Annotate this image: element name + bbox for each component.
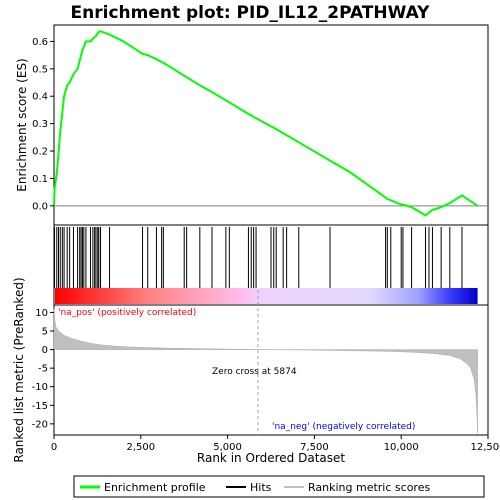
legend-label-hits: Hits	[250, 481, 272, 494]
y-tick-label-es-1: 0.1	[32, 174, 48, 185]
es-panel-frame	[53, 24, 489, 226]
enrichment-profile-line	[53, 30, 479, 217]
y-tick-label-es-0: 0.0	[32, 201, 48, 212]
y-tick-label-metric-4: -10	[32, 382, 48, 393]
y-tick-label-es-4: 0.4	[32, 92, 48, 103]
y-tick-label-es-2: 0.2	[32, 147, 48, 158]
axes-layer: 0 2,500 5,000 7,500 10,000 12,500 0.0 0.1 0.2 0.3…	[32, 37, 500, 453]
x-tick-label-2: 5,000	[213, 442, 242, 453]
legend: Enrichment profile Hits Ranking metric s…	[73, 475, 485, 498]
x-tick-label-5: 12,500	[471, 442, 500, 453]
metric-layer	[53, 290, 478, 435]
y-tick-label-metric-3: -5	[38, 364, 48, 375]
rank-color-band	[55, 288, 478, 304]
legend-label-metric: Ranking metric scores	[308, 481, 430, 494]
legend-box	[73, 475, 485, 498]
pos-correlated-label: 'na_pos' (positively correlated)	[58, 308, 196, 318]
y-tick-label-metric-5: -15	[32, 401, 48, 412]
metric-panel-frame	[53, 304, 489, 436]
zero-cross-label: Zero cross at 5874	[212, 367, 297, 377]
x-tick-label-0: 0	[51, 442, 57, 453]
x-tick-label-3: 7,500	[300, 442, 329, 453]
y-tick-label-metric-1: 5	[42, 327, 48, 338]
x-tick-label-1: 2,500	[126, 442, 155, 453]
y-tick-label-metric-2: 0	[42, 345, 48, 356]
x-axis-label: Rank in Ordered Dataset	[197, 451, 345, 465]
legend-label-profile: Enrichment profile	[104, 481, 206, 494]
y-tick-label-metric-6: -20	[32, 419, 48, 430]
chart-title: Enrichment plot: PID_IL12_2PATHWAY	[71, 3, 431, 23]
y-axis-label-es: Enrichment score (ES)	[15, 58, 29, 191]
ranking-metric-area	[53, 308, 478, 434]
y-tick-label-es-3: 0.3	[32, 119, 48, 130]
y-tick-label-es-6: 0.6	[32, 37, 48, 48]
neg-correlated-label: 'na_neg' (negatively correlated)	[272, 422, 415, 432]
es-layer	[53, 30, 488, 217]
hits-layer	[54, 227, 478, 304]
y-axis-label-metric: Ranked list metric (PreRanked)	[12, 277, 26, 462]
y-tick-label-es-5: 0.5	[32, 64, 48, 75]
x-tick-label-4: 10,000	[384, 442, 419, 453]
y-tick-label-metric-0: 10	[35, 308, 48, 319]
